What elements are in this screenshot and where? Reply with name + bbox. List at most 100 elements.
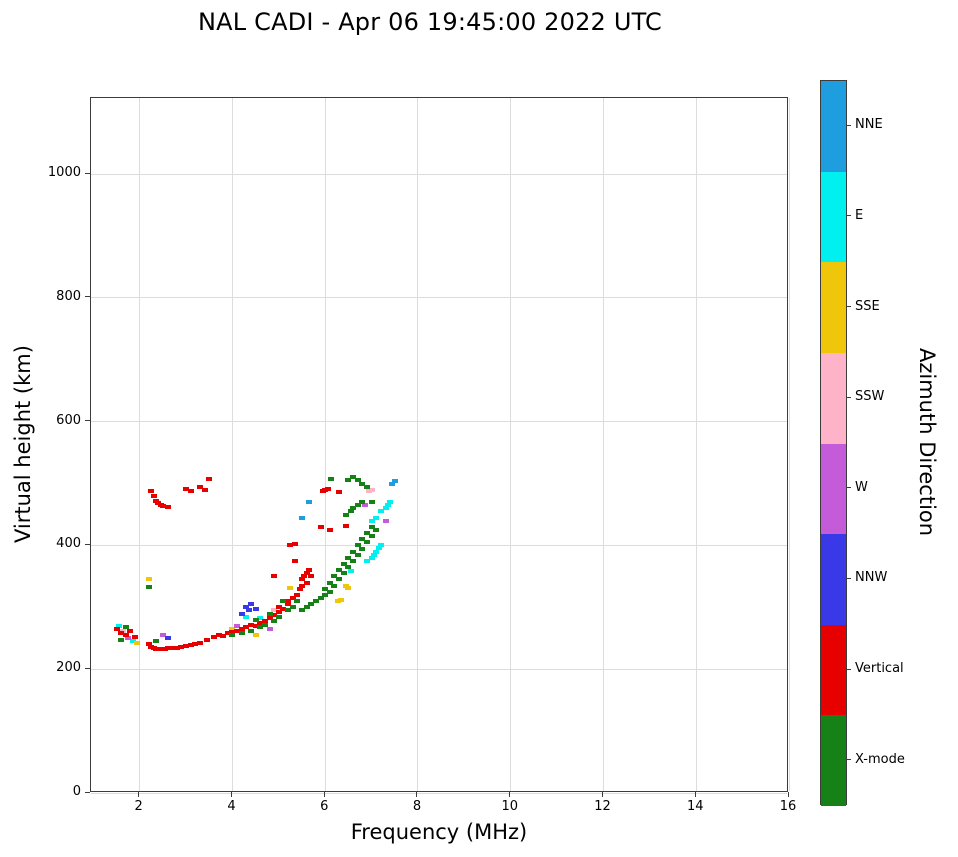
marker-X-mode	[359, 481, 366, 486]
plot-area	[90, 97, 790, 794]
marker-Vertical	[296, 586, 303, 591]
marker-X-mode	[266, 611, 273, 616]
marker-X-mode	[261, 622, 268, 627]
marker-Vertical	[275, 610, 282, 615]
marker-NNW	[164, 636, 171, 641]
marker-Vertical	[173, 645, 180, 650]
marker-E	[347, 569, 354, 574]
marker-Vertical	[164, 505, 171, 510]
y-tick	[85, 791, 90, 793]
marker-E	[387, 500, 394, 505]
marker-Vertical	[285, 602, 292, 607]
x-tick	[416, 792, 418, 797]
marker-SSE	[134, 641, 141, 646]
x-tick-label: 10	[501, 799, 518, 814]
x-tick	[138, 792, 140, 797]
marker-Vertical	[159, 504, 166, 509]
marker-X-mode	[238, 631, 245, 636]
marker-Vertical	[301, 574, 308, 579]
marker-Vertical	[289, 596, 296, 601]
marker-Vertical	[206, 477, 213, 482]
colorbar-segment-NNE	[821, 81, 846, 172]
gridline-y	[91, 421, 787, 423]
marker-E	[115, 623, 122, 628]
marker-Vertical	[271, 574, 278, 579]
marker-Vertical	[248, 622, 254, 627]
marker-X-mode	[336, 568, 343, 573]
marker-X-mode	[368, 534, 375, 539]
marker-Vertical	[118, 631, 125, 636]
x-tick-label: 4	[227, 799, 236, 814]
marker-Vertical	[299, 577, 306, 582]
colorbar-label-W: W	[855, 479, 868, 495]
marker-X-mode	[347, 509, 354, 514]
marker-X-mode	[345, 555, 352, 560]
gridline-x	[695, 98, 697, 791]
marker-Vertical	[257, 620, 264, 625]
marker-E	[373, 549, 380, 554]
marker-X-mode	[308, 602, 315, 607]
marker-X-mode	[122, 625, 129, 630]
marker-SSE	[287, 586, 294, 591]
marker-Vertical	[317, 524, 324, 529]
chart-title: NAL CADI - Apr 06 19:45:00 2022 UTC	[197, 8, 663, 36]
marker-Vertical	[292, 558, 299, 563]
marker-E	[382, 506, 389, 511]
marker-X-mode	[152, 638, 159, 643]
marker-Vertical	[215, 633, 222, 638]
marker-X-mode	[299, 608, 306, 613]
marker-NNE	[391, 479, 398, 484]
marker-Vertical	[336, 490, 343, 495]
marker-Vertical	[187, 643, 194, 648]
marker-X-mode	[322, 586, 329, 591]
marker-Vertical	[183, 486, 190, 491]
marker-Vertical	[113, 626, 120, 631]
gridline-y	[91, 297, 787, 299]
marker-Vertical	[127, 628, 134, 633]
colorbar-tick	[847, 577, 851, 579]
y-tick-label: 200	[56, 660, 81, 676]
marker-X-mode	[280, 599, 287, 604]
gridline-x	[788, 98, 790, 791]
marker-X-mode	[368, 500, 375, 505]
marker-X-mode	[326, 589, 333, 594]
marker-E	[363, 558, 370, 563]
x-tick	[230, 792, 232, 797]
colorbar-label-SSW: SSW	[855, 389, 885, 405]
marker-X-mode	[275, 614, 282, 619]
marker-NNW	[252, 606, 259, 611]
marker-Vertical	[229, 630, 236, 635]
marker-W	[125, 636, 132, 641]
colorbar-tick	[847, 396, 851, 398]
marker-X-mode	[350, 506, 357, 511]
marker-X-mode	[145, 584, 152, 589]
y-tick	[85, 420, 90, 422]
marker-Vertical	[243, 625, 250, 630]
gridline-y	[91, 544, 787, 546]
marker-E	[384, 503, 391, 508]
x-tick	[601, 792, 603, 797]
marker-Vertical	[169, 646, 176, 651]
marker-X-mode	[363, 540, 370, 545]
colorbar-segment-W	[821, 443, 846, 535]
marker-Vertical	[122, 633, 129, 638]
colorbar-label-E: E	[855, 207, 864, 223]
marker-Vertical	[308, 574, 315, 579]
marker-Vertical	[303, 571, 310, 576]
marker-Vertical	[343, 524, 350, 529]
marker-SSE	[145, 577, 152, 582]
x-tick-label: 16	[779, 799, 797, 814]
marker-X-mode	[363, 484, 370, 489]
marker-Vertical	[210, 635, 217, 640]
marker-X-mode	[257, 625, 264, 630]
marker-X-mode	[294, 599, 301, 604]
marker-SSE	[345, 585, 352, 590]
marker-NNW	[238, 611, 245, 616]
colorbar-label-NNW: NNW	[855, 570, 888, 586]
colorbar-segment-E	[821, 171, 846, 263]
colorbar-segment-SSW	[821, 352, 846, 444]
marker-X-mode	[303, 605, 310, 610]
marker-X-mode	[340, 562, 347, 566]
marker-E	[370, 552, 377, 557]
